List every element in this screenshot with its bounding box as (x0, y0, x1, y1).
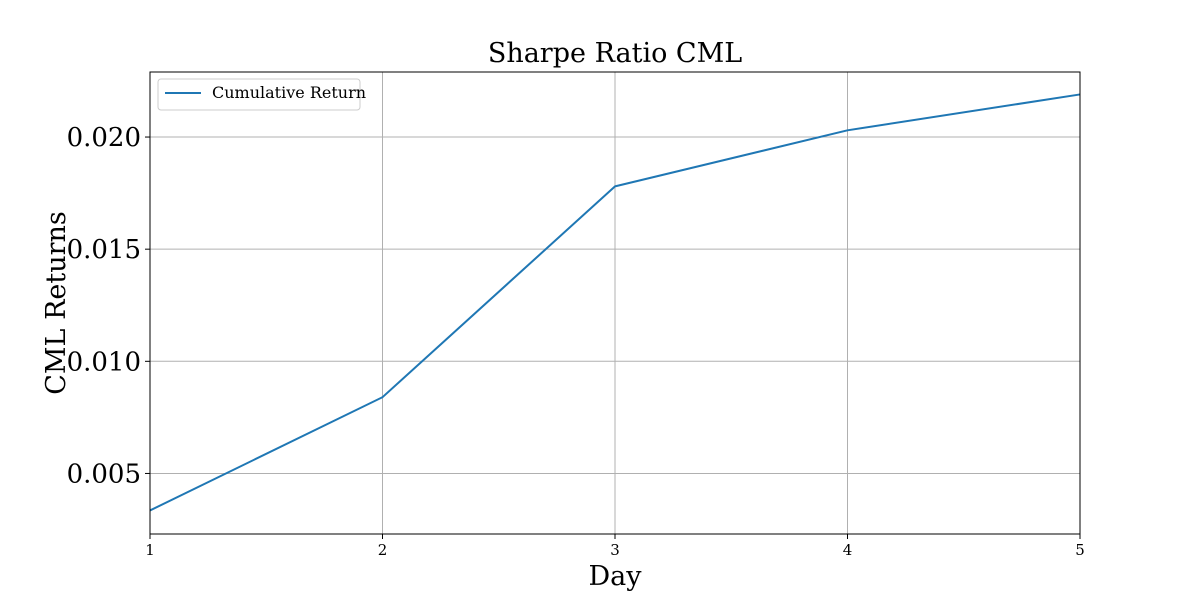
grid-layer (149, 72, 1081, 534)
x-tick-label: 4 (843, 541, 853, 559)
legend-label: Cumulative Return (212, 83, 366, 102)
series-line (149, 93, 1081, 512)
y-tick-label: 0.015 (67, 235, 141, 265)
y-tick-label: 0.005 (67, 459, 141, 489)
x-tick-label: 1 (145, 541, 155, 559)
x-tick-label: 2 (378, 541, 388, 559)
y-tick-label: 0.020 (67, 123, 141, 153)
legend-box (157, 78, 361, 111)
chart-title: Sharpe Ratio CML (488, 38, 742, 69)
x-tick-label: 3 (610, 541, 620, 559)
legend: Cumulative Return (157, 78, 366, 111)
y-tick-label: 0.010 (67, 347, 141, 377)
x-axis-label: Day (589, 561, 643, 592)
y-axis-label: CML Returns (41, 211, 72, 395)
x-tick-label: 5 (1075, 541, 1085, 559)
series-layer (149, 93, 1081, 512)
tick-layer: 1 2 3 4 5 0.005 0.010 0.015 0.020 (67, 123, 1085, 559)
